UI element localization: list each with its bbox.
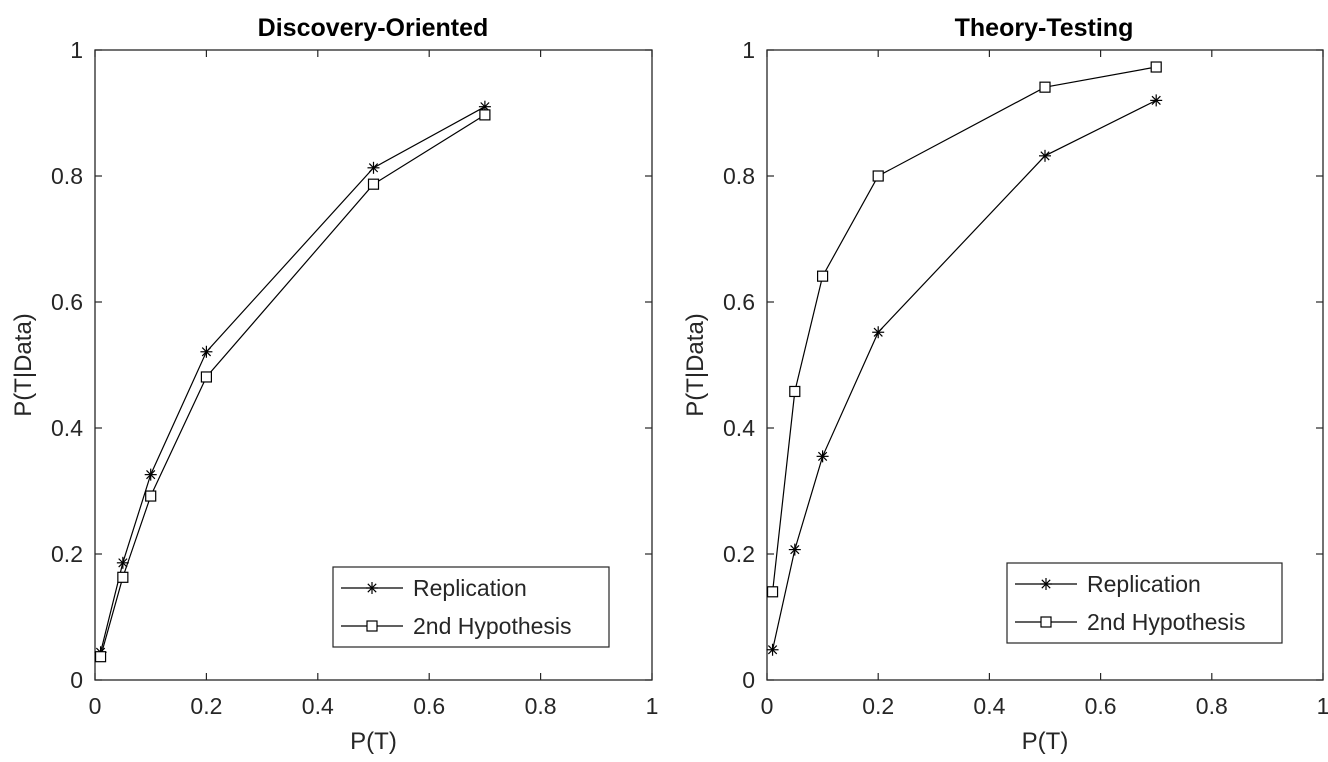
series-line bbox=[100, 114, 486, 657]
x-axis-label: P(T) bbox=[350, 728, 397, 755]
square-marker bbox=[872, 170, 884, 182]
plot-area: 0 0.2 0.4 0.6 0.8 1 0 0.2 0.4 0.6 0.8 1 P(T) P(T|Data… bbox=[682, 37, 1328, 755]
axes-box bbox=[94, 49, 653, 681]
legend-entry: 2nd Hypothesis bbox=[1015, 609, 1246, 635]
legend-entry: Replication bbox=[341, 575, 527, 601]
asterisk-marker bbox=[816, 450, 829, 463]
discovery-oriented-panel: Discovery-Oriented 0 0.2 0.4 0.6 0.8 1 0 0.2 0.4… bbox=[10, 14, 658, 755]
series-square bbox=[766, 61, 1162, 598]
asterisk-marker bbox=[367, 161, 380, 174]
x-tick-label: 1 bbox=[1317, 693, 1328, 719]
asterisk-marker bbox=[1150, 94, 1163, 107]
y-tick-label: 0.4 bbox=[723, 415, 755, 441]
asterisk-marker bbox=[144, 468, 157, 481]
asterisk-marker bbox=[766, 643, 779, 656]
x-axis-label: P(T) bbox=[1022, 728, 1069, 755]
asterisk-marker bbox=[200, 345, 213, 358]
legend-label: 2nd Hypothesis bbox=[1087, 609, 1246, 635]
y-tick-label: 0.2 bbox=[723, 541, 755, 567]
x-tick-label: 0.8 bbox=[525, 693, 557, 719]
chart-title: Theory-Testing bbox=[955, 14, 1134, 42]
x-tick-label: 1 bbox=[646, 693, 659, 719]
asterisk-marker bbox=[1040, 578, 1052, 590]
y-axis-label: P(T|Data) bbox=[10, 313, 37, 417]
x-tick-label: 0.6 bbox=[1085, 693, 1117, 719]
legend-entry: 2nd Hypothesis bbox=[341, 613, 572, 639]
square-marker bbox=[366, 620, 378, 632]
legend-box bbox=[332, 566, 610, 648]
asterisk-marker bbox=[1039, 149, 1051, 162]
series-line bbox=[772, 66, 1157, 592]
y-tick-label: 1 bbox=[70, 37, 83, 63]
square-marker bbox=[1039, 81, 1051, 93]
x-tick-label: 0 bbox=[89, 693, 102, 719]
legend-label: Replication bbox=[413, 575, 527, 601]
square-marker bbox=[145, 490, 157, 502]
axes-box bbox=[766, 49, 1324, 681]
theory-testing-panel: Theory-Testing 0 0.2 0.4 0.6 0.8 100.20.40.60… bbox=[682, 14, 1328, 755]
square-marker bbox=[117, 571, 129, 583]
x-tick-label: 0.4 bbox=[973, 693, 1005, 719]
square-marker bbox=[479, 109, 491, 121]
y-tick-label: 0.2 bbox=[51, 541, 83, 567]
series-line bbox=[772, 99, 1157, 650]
x-tick-label: 0.2 bbox=[190, 693, 222, 719]
legend-entry: Replication bbox=[1015, 571, 1201, 597]
square-marker bbox=[200, 371, 212, 383]
y-tick-label: 0.6 bbox=[723, 289, 755, 315]
x-tick-label: 0.4 bbox=[302, 693, 334, 719]
legend-label: Replication bbox=[1087, 571, 1201, 597]
asterisk-marker bbox=[872, 326, 885, 339]
y-tick-label: 0 bbox=[742, 667, 755, 693]
y-tick-label: 0.4 bbox=[51, 415, 83, 441]
y-tick-label: 0.8 bbox=[723, 163, 755, 189]
plot-area: 0 0.2 0.4 0.6 0.8 1 0 0.2 0.4 0.6 0.8 1 P(T) P(T|Data… bbox=[10, 37, 658, 755]
square-marker bbox=[789, 385, 801, 398]
y-axis-label: P(T|Data) bbox=[682, 313, 709, 417]
x-tick-label: 0.8 bbox=[1196, 693, 1228, 719]
legend: Replication 2nd Hypothesis bbox=[332, 566, 610, 648]
square-marker bbox=[816, 270, 829, 282]
legend-label: 2nd Hypothesis bbox=[413, 613, 572, 639]
x-tick-label: 0.2 bbox=[862, 693, 894, 719]
series-square bbox=[94, 109, 491, 663]
legend-box bbox=[1006, 562, 1283, 644]
y-tick-label: 0.8 bbox=[51, 163, 83, 189]
chart-title: Discovery-Oriented bbox=[258, 14, 489, 42]
y-tick-label: 0 bbox=[70, 667, 83, 693]
asterisk-marker bbox=[788, 543, 801, 556]
square-marker bbox=[766, 586, 779, 598]
square-marker bbox=[1150, 61, 1162, 73]
series-asterisk bbox=[766, 94, 1163, 656]
x-tick-label: 0.6 bbox=[413, 693, 445, 719]
x-tick-label: 0 bbox=[761, 693, 774, 719]
asterisk-marker bbox=[366, 582, 378, 594]
y-tick-label: 0.6 bbox=[51, 289, 83, 315]
legend: Replication 2nd Hypothesis bbox=[1006, 562, 1283, 644]
asterisk-marker bbox=[116, 556, 129, 569]
y-tick-label: 1 bbox=[742, 37, 755, 63]
square-marker bbox=[1040, 616, 1052, 628]
square-marker bbox=[367, 178, 380, 190]
square-marker bbox=[94, 651, 107, 663]
